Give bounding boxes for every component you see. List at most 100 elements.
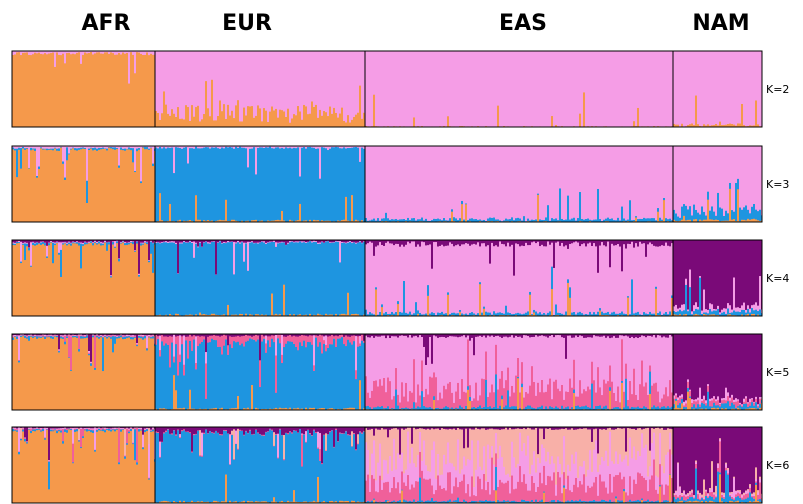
ancestry-bar-orange: [303, 104, 305, 128]
ancestry-bar-pink: [104, 146, 106, 149]
ancestry-bar-purple: [733, 240, 735, 278]
ancestry-bar-pink: [371, 242, 373, 314]
ancestry-bar-orange: [64, 243, 66, 317]
ancestry-bar-pink: [38, 242, 40, 244]
ancestry-bar-purple: [227, 240, 229, 242]
ancestry-bar-pink: [627, 336, 629, 400]
ancestry-bar-blue: [413, 401, 415, 410]
ancestry-bar-pink: [665, 51, 667, 127]
ancestry-bar-orange: [50, 52, 52, 128]
ancestry-bar-blue: [455, 313, 457, 317]
ancestry-bar-blue: [563, 314, 565, 316]
ancestry-bar-pink: [521, 51, 523, 127]
ancestry-bar-pink: [755, 51, 757, 101]
ancestry-bar-pink: [311, 146, 313, 148]
ancestry-bar-blue: [517, 217, 519, 222]
ancestry-bar-blue: [313, 370, 315, 408]
ancestry-bar-orange: [70, 370, 72, 411]
ancestry-bar-orange: [479, 283, 481, 317]
ancestry-bar-purple: [491, 240, 493, 243]
ancestry-bar-orange: [169, 115, 171, 128]
ancestry-bar-magenta: [359, 343, 361, 346]
ancestry-bar-blue: [152, 336, 154, 339]
ancestry-bar-pink: [281, 51, 283, 111]
ancestry-bar-purple: [559, 334, 561, 336]
ancestry-bar-pink: [343, 51, 345, 121]
ancestry-bar-orange: [743, 124, 745, 128]
ancestry-bar-orange: [733, 124, 735, 128]
ancestry-bar-blue: [243, 261, 245, 316]
ancestry-bar-magenta: [443, 385, 445, 408]
ancestry-bar-pink: [64, 241, 66, 243]
ancestry-bar-pink: [175, 242, 177, 245]
ancestry-bar-blue: [733, 211, 735, 220]
ancestry-bar-blue: [261, 241, 263, 315]
ancestry-bar-blue: [171, 242, 173, 316]
ancestry-bar-pink: [269, 51, 271, 112]
ancestry-bar-pink: [561, 242, 563, 314]
ancestry-bar-orange: [317, 408, 319, 411]
ancestry-bar-blue: [167, 147, 169, 221]
ancestry-bar-orange: [18, 51, 20, 128]
ancestry-bar-pink: [571, 242, 573, 313]
ancestry-bar-purple: [199, 240, 201, 243]
ancestry-bar-pink: [92, 146, 94, 148]
ancestry-bar-orange: [34, 52, 36, 128]
ancestry-bar-pink: [357, 51, 359, 113]
ancestry-bar-purple: [229, 334, 231, 337]
ancestry-bar-purple: [721, 240, 723, 310]
ancestry-bar-orange: [46, 337, 48, 411]
ancestry-bar-pink: [40, 241, 42, 243]
ancestry-bar-pink: [753, 146, 755, 204]
ancestry-bar-orange: [100, 336, 102, 411]
ancestry-bar-purple: [205, 334, 207, 353]
ancestry-bar-pink: [609, 337, 611, 366]
ancestry-bar-orange: [140, 337, 142, 411]
ancestry-bar-blue: [609, 386, 611, 391]
ancestry-bar-orange: [161, 112, 163, 128]
ancestry-bar-purple: [523, 334, 525, 336]
ancestry-bar-pink: [359, 146, 361, 162]
ancestry-bar-pink: [471, 146, 473, 219]
ancestry-bar-pink: [607, 335, 609, 382]
ancestry-bar-purple: [88, 334, 90, 351]
ancestry-bar-purple: [675, 334, 677, 394]
ancestry-bar-purple: [185, 334, 187, 337]
ancestry-bar-magenta: [319, 334, 321, 343]
ancestry-bar-pink: [507, 51, 509, 127]
ancestry-bar-pink: [313, 51, 315, 107]
ancestry-bar-orange: [144, 148, 146, 223]
ancestry-bar-pink: [313, 240, 315, 242]
ancestry-bar-purple: [531, 240, 533, 243]
ancestry-bar-purple: [437, 240, 439, 247]
ancestry-bar-blue: [393, 219, 395, 222]
ancestry-bar-blue: [90, 363, 92, 366]
ancestry-bar-pink: [70, 51, 72, 55]
ancestry-bar-blue: [603, 219, 605, 222]
ancestry-bar-purple: [507, 334, 509, 338]
ancestry-bar-purple: [167, 334, 169, 337]
ancestry-bar-orange: [291, 118, 293, 128]
ancestry-bar-pink: [487, 146, 489, 219]
ancestry-bar-purple: [403, 240, 405, 247]
ancestry-bar-orange: [12, 339, 14, 411]
ancestry-bar-purple: [501, 334, 503, 338]
ancestry-bar-blue: [525, 406, 527, 410]
ancestry-bar-purple: [485, 240, 487, 247]
ancestry-bar-blue: [655, 406, 657, 410]
ancestry-bar-pink: [32, 335, 34, 337]
ancestry-bar-orange: [233, 407, 235, 411]
ancestry-bar-pink: [221, 242, 223, 244]
ancestry-bar-purple: [695, 240, 697, 303]
ancestry-bar-pink: [703, 289, 705, 313]
ancestry-bar-orange: [140, 245, 142, 317]
ancestry-bar-pink: [371, 51, 373, 127]
ancestry-bar-magenta: [171, 336, 173, 343]
ancestry-bar-pink: [161, 51, 163, 114]
ancestry-bar-magenta: [431, 377, 433, 409]
ancestry-bar-blue: [357, 147, 359, 221]
ancestry-bar-blue: [349, 342, 351, 408]
ancestry-bar-orange: [38, 168, 40, 223]
ancestry-bar-orange: [227, 220, 229, 223]
ancestry-bar-pink: [485, 51, 487, 127]
